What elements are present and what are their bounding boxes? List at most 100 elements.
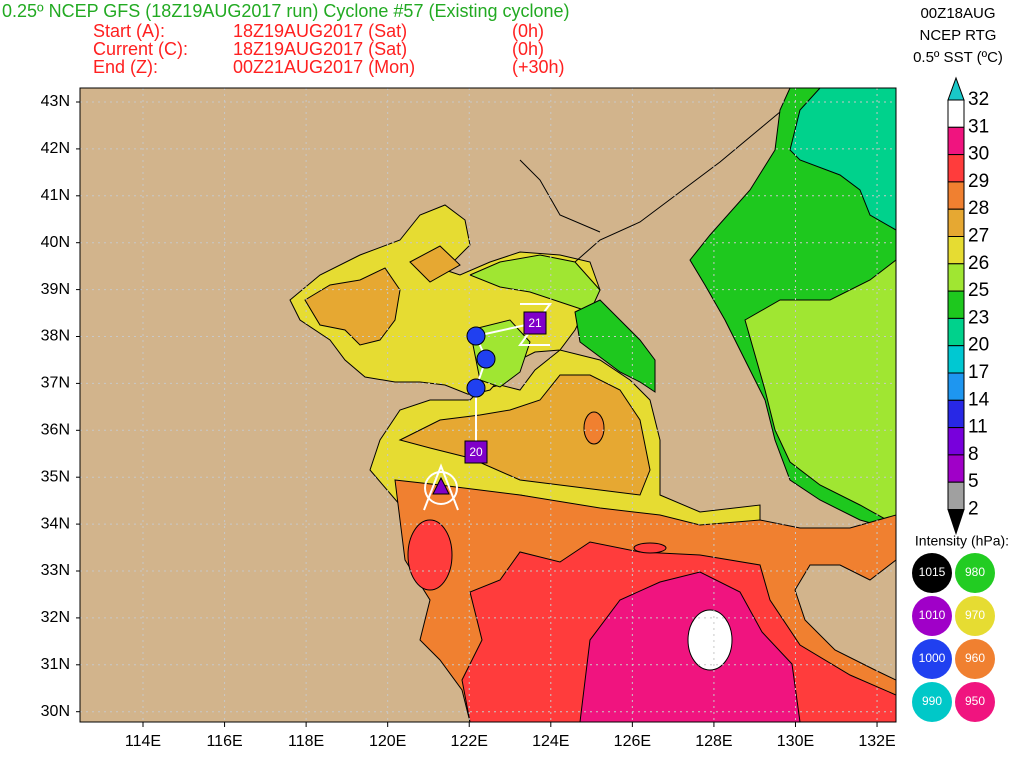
colorbar-label: 2 bbox=[968, 499, 979, 520]
lat-label: 41N bbox=[41, 187, 70, 204]
colorbar-label: 30 bbox=[968, 144, 989, 165]
sst-region bbox=[744, 259, 896, 526]
row-label: End (Z): bbox=[93, 57, 158, 77]
intensity-swatch bbox=[955, 596, 995, 636]
row-offset: (+30h) bbox=[512, 57, 565, 77]
lon-label: 126E bbox=[614, 733, 651, 750]
day-marker bbox=[523, 311, 547, 335]
colorbar-band bbox=[947, 263, 965, 292]
colorbar-band bbox=[947, 427, 965, 456]
lon-label: 122E bbox=[451, 733, 488, 750]
intensity-swatch bbox=[955, 682, 995, 722]
lat-label: 30N bbox=[41, 703, 70, 720]
intensity-label: 1010 bbox=[919, 608, 946, 622]
sst-region bbox=[583, 411, 605, 445]
row-time: 00Z21AUG2017 (Mon) bbox=[233, 57, 415, 77]
start-marker bbox=[423, 463, 459, 511]
row-offset: (0h) bbox=[512, 21, 544, 41]
info-line: 0.5º SST (ºC) bbox=[913, 49, 1003, 66]
colorbar-band bbox=[947, 99, 965, 128]
sst-region bbox=[687, 609, 733, 671]
colorbar-band bbox=[947, 317, 965, 347]
colorbar-label: 23 bbox=[968, 307, 989, 328]
intensity-swatch bbox=[912, 639, 952, 679]
sst-region bbox=[409, 245, 461, 283]
lon-label: 128E bbox=[695, 733, 732, 750]
intensity-label: 970 bbox=[965, 608, 985, 622]
grid bbox=[80, 88, 896, 722]
intensity-label: 1015 bbox=[919, 565, 946, 579]
row-label: Current (C): bbox=[93, 39, 188, 59]
colorbar-label: 32 bbox=[968, 89, 989, 110]
intensity-swatch bbox=[955, 553, 995, 593]
lat-labels: 43N 42N 41N 40N 39N 38N 37N 36N 35N 34N 33N 32N 31N 3… bbox=[41, 93, 80, 720]
lat-label: 36N bbox=[41, 422, 70, 439]
intensity-label: 950 bbox=[965, 694, 985, 708]
lat-label: 39N bbox=[41, 281, 70, 298]
intensity-swatch bbox=[955, 639, 995, 679]
colorbar-label: 26 bbox=[968, 253, 989, 274]
lat-label: 33N bbox=[41, 562, 70, 579]
intensity-label: 960 bbox=[965, 651, 985, 665]
lon-label: 132E bbox=[858, 733, 895, 750]
day-label: 20 bbox=[469, 445, 483, 459]
row-time: 18Z19AUG2017 (Sat) bbox=[233, 39, 407, 59]
colorbar-label: 5 bbox=[968, 471, 979, 492]
intensity-swatch bbox=[912, 553, 952, 593]
colorbar-label: 11 bbox=[968, 417, 988, 438]
info-line: 00Z18AUG bbox=[920, 5, 995, 22]
track: 20 21 bbox=[423, 303, 552, 511]
colorbar-label: 20 bbox=[968, 335, 989, 356]
colorbar-band bbox=[947, 208, 965, 237]
intensity-title: Intensity (hPa): bbox=[915, 533, 1009, 549]
colorbar-band bbox=[947, 236, 965, 265]
intensity-label: 990 bbox=[922, 694, 942, 708]
lat-label: 42N bbox=[41, 140, 70, 157]
lon-label: 130E bbox=[777, 733, 814, 750]
lon-label: 120E bbox=[369, 733, 406, 750]
lat-label: 37N bbox=[41, 375, 70, 392]
intensity-swatch bbox=[912, 682, 952, 722]
colorbar-label: 29 bbox=[968, 171, 989, 192]
day-label: 21 bbox=[528, 316, 542, 330]
lat-label: 35N bbox=[41, 468, 70, 485]
lat-label: 43N bbox=[41, 93, 70, 110]
border bbox=[574, 111, 781, 263]
colorbar-label: 25 bbox=[968, 280, 989, 301]
colorbar-label: 31 bbox=[968, 116, 989, 137]
lat-label: 31N bbox=[41, 656, 70, 673]
map-frame bbox=[79, 87, 897, 723]
colorbar-band bbox=[947, 399, 965, 429]
track-point bbox=[466, 326, 486, 346]
colorbar-label: 14 bbox=[968, 389, 990, 410]
sst-region bbox=[468, 254, 601, 313]
title: 0.25º NCEP GFS (18Z19AUG2017 run) Cyclon… bbox=[2, 1, 570, 21]
header-rows: Start (A): 18Z19AUG2017 (Sat) (0h) Curre… bbox=[93, 21, 565, 77]
sst-region bbox=[574, 299, 656, 393]
current-marker bbox=[424, 471, 458, 505]
sst-region bbox=[304, 267, 401, 346]
map: 20 21 bbox=[79, 87, 897, 723]
colorbar-band bbox=[947, 154, 965, 183]
row-time: 18Z19AUG2017 (Sat) bbox=[233, 21, 407, 41]
intensity-swatch bbox=[912, 596, 952, 636]
track-point bbox=[466, 378, 486, 398]
info-line: NCEP RTG bbox=[920, 27, 997, 44]
colorbar-band bbox=[947, 181, 965, 210]
lon-labels: 114E 116E 118E 120E 122E 124E 126E 128E 130E 132E bbox=[125, 722, 896, 750]
colorbar-label: 8 bbox=[968, 444, 979, 465]
island bbox=[633, 542, 667, 554]
colorbar-label: 28 bbox=[968, 198, 989, 219]
sst-field bbox=[80, 88, 896, 722]
colorbar: 32 31 30 29 28 27 26 25 23 20 17 14 11 8 5 2 bbox=[947, 76, 990, 536]
lon-label: 114E bbox=[125, 733, 161, 750]
colorbar-band bbox=[947, 372, 965, 401]
lon-label: 124E bbox=[532, 733, 569, 750]
day-marker bbox=[464, 440, 488, 464]
track-point bbox=[476, 349, 496, 369]
row-offset: (0h) bbox=[512, 39, 544, 59]
lat-label: 32N bbox=[41, 609, 70, 626]
sst-region bbox=[407, 519, 453, 591]
colorbar-band bbox=[947, 290, 965, 319]
border bbox=[519, 159, 601, 233]
